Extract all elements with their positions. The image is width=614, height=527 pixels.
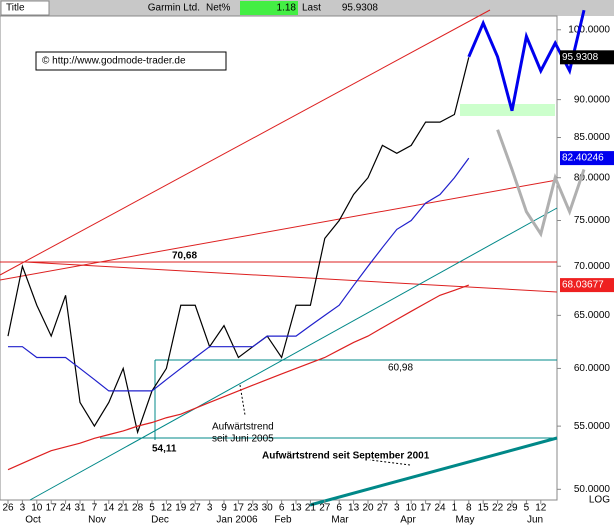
x-tick-label: 27	[190, 503, 202, 514]
axis-box	[560, 151, 614, 166]
x-tick-label: 27	[377, 503, 389, 514]
x-tick-label: 5	[149, 503, 155, 514]
x-tick-label: 3	[20, 503, 26, 514]
x-tick-label: 17	[46, 503, 58, 514]
x-tick-label: 28	[132, 503, 144, 514]
x-tick-label: 10	[406, 503, 418, 514]
month-label: Jun	[527, 515, 543, 526]
net-value: 1.18	[277, 3, 297, 14]
month-label: Mar	[331, 515, 349, 526]
x-tick-label: 3	[394, 503, 400, 514]
axis-box	[560, 50, 614, 65]
x-tick-label: 17	[420, 503, 432, 514]
trendline	[24, 261, 558, 293]
x-tick-label: 5	[524, 503, 530, 514]
plot-frame	[0, 15, 558, 501]
series-line	[496, 129, 586, 238]
month-label: Nov	[88, 515, 106, 526]
net-box	[240, 1, 298, 15]
x-tick-label: 7	[92, 503, 98, 514]
x-tick-label: 15	[478, 503, 490, 514]
copyright: © http://www.godmode-trader.de	[42, 56, 186, 67]
month-label: Oct	[25, 515, 41, 526]
annotation: 70,68	[172, 251, 197, 262]
x-tick-label: 24	[60, 503, 72, 514]
trendlines	[0, 9, 558, 507]
x-tick-label: 31	[74, 503, 86, 514]
y-tick-label: 75.0000	[574, 215, 611, 226]
y-tick-label: 100.0000	[568, 24, 610, 35]
net-label: Net%	[206, 3, 231, 14]
x-tick-label: 6	[336, 503, 342, 514]
copyright-box	[35, 51, 227, 71]
y-tick-label: 90.0000	[574, 94, 611, 105]
annotation: 54,11	[152, 444, 177, 455]
x-tick-label: 29	[506, 503, 518, 514]
x-tick-label: 1	[452, 503, 458, 514]
axis-box	[560, 278, 614, 293]
name: Garmin Ltd.	[148, 3, 200, 14]
header-bar	[0, 0, 614, 16]
series-line	[7, 284, 470, 471]
trendline	[29, 207, 558, 501]
x-tick-label: 12	[535, 503, 547, 514]
title-tab	[0, 0, 50, 16]
x-tick-label: 13	[290, 503, 302, 514]
series-line	[8, 157, 470, 392]
pointer	[369, 459, 411, 466]
y-tick-label: 65.0000	[574, 310, 611, 321]
x-tick-label: 27	[319, 503, 331, 514]
month-label: Apr	[400, 515, 416, 526]
title-tab-label: Title	[6, 3, 25, 14]
target-zone	[460, 104, 555, 116]
y-tick-label: 60.0000	[574, 363, 611, 374]
x-tick-label: 21	[118, 503, 130, 514]
x-tick-label: 22	[492, 503, 504, 514]
x-tick-label: 30	[262, 503, 274, 514]
x-tick-label: 23	[247, 503, 259, 514]
y-tick-label: 50.0000	[574, 484, 611, 495]
scale-label: LOG	[589, 495, 610, 506]
x-tick-label: 14	[103, 503, 115, 514]
x-tick-label: 17	[233, 503, 245, 514]
trendline	[0, 9, 491, 276]
x-tick-label: 3	[207, 503, 213, 514]
annotation: seit Juni 2005	[212, 434, 274, 445]
month-label: Dec	[151, 515, 169, 526]
x-tick-label: 19	[175, 503, 187, 514]
x-tick-label: 9	[221, 503, 227, 514]
last-value: 95.9308	[342, 3, 379, 14]
x-tick-label: 6	[279, 503, 285, 514]
y-tick-label: 55.0000	[574, 421, 611, 432]
x-tick-label: 24	[434, 503, 446, 514]
annotation: 60,98	[388, 363, 413, 374]
annotation: Aufwärtstrend seit September 2001	[262, 451, 430, 462]
x-tick-label: 8	[466, 503, 472, 514]
axis-box-label: 95.9308	[562, 52, 599, 63]
last-label: Last	[302, 3, 321, 14]
x-tick-label: 21	[305, 503, 317, 514]
y-tick-label: 80.0000	[574, 172, 611, 183]
x-tick-label: 20	[362, 503, 374, 514]
x-tick-label: 13	[348, 503, 360, 514]
trendline	[0, 179, 558, 281]
trendline	[309, 436, 558, 507]
series-line	[7, 57, 470, 435]
axis-box-label: 68.03677	[562, 280, 604, 291]
y-tick-label: 85.0000	[574, 132, 611, 143]
x-tick-label: 10	[31, 503, 43, 514]
axis-box-label: 82.40246	[562, 153, 604, 164]
annotation: Aufwärtstrend	[212, 422, 274, 433]
x-tick-label: 26	[2, 503, 14, 514]
month-label: Jan 2006	[216, 515, 258, 526]
month-label: Feb	[274, 515, 292, 526]
y-tick-label: 70.0000	[574, 261, 611, 272]
x-tick-label: 12	[161, 503, 173, 514]
month-label: May	[456, 515, 475, 526]
